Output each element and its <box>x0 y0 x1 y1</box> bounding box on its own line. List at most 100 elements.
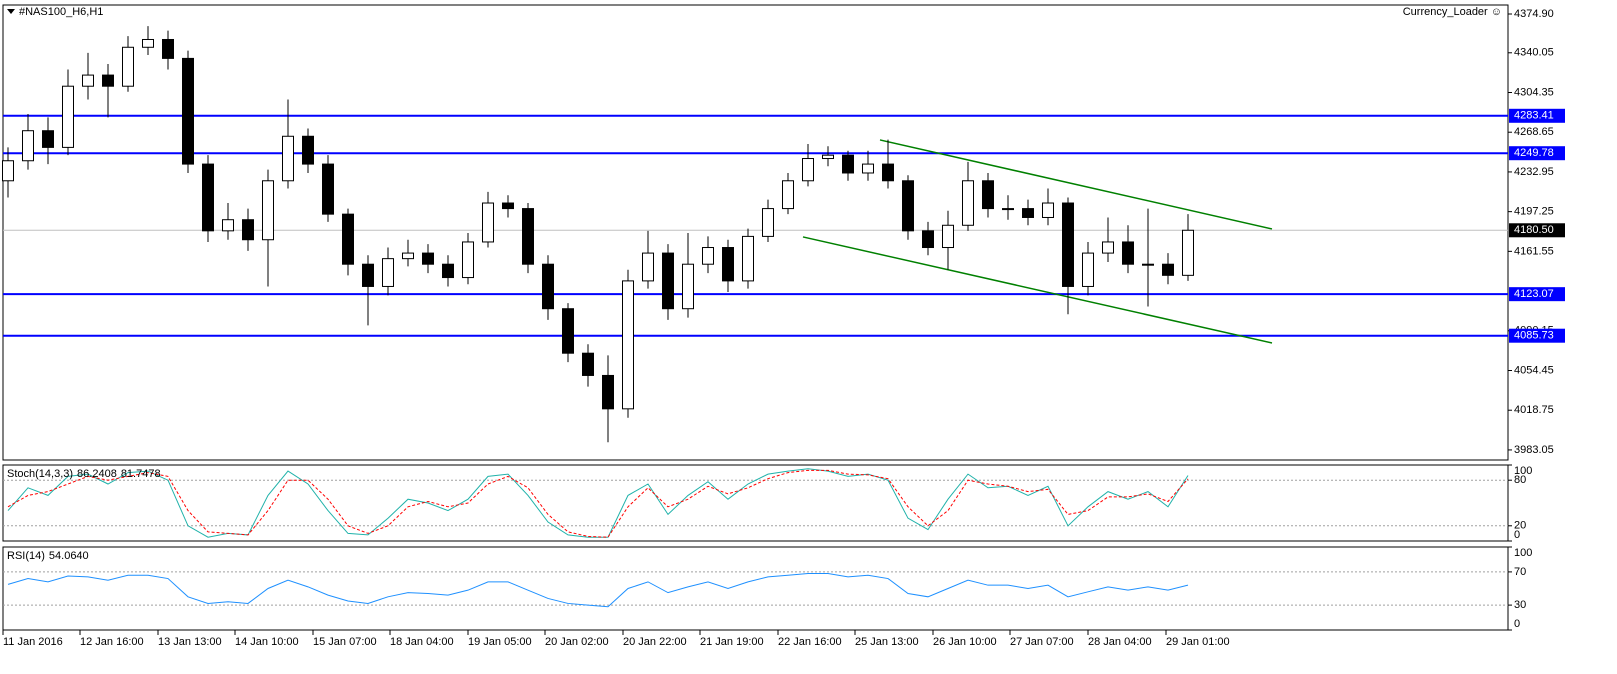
candle-body <box>1002 208 1014 211</box>
y-tick-label: 4054.45 <box>1514 364 1554 376</box>
panel-frame <box>2 464 1509 542</box>
x-tick-label: 25 Jan 13:00 <box>855 636 919 648</box>
candle-body <box>362 263 374 287</box>
candle-body <box>82 74 94 87</box>
candle-body <box>962 180 974 226</box>
candle-body <box>242 219 254 241</box>
expert-name: Currency_Loader ☺ <box>1403 6 1502 18</box>
candle-body <box>802 158 814 182</box>
candle-body <box>222 219 234 232</box>
indicator-header-part: Stoch(14,3,3) <box>7 468 73 480</box>
candle-body <box>302 135 314 165</box>
candle-body <box>922 230 934 249</box>
x-tick-label: 27 Jan 07:00 <box>1010 636 1074 648</box>
candle-body <box>282 135 294 182</box>
indicator-header: RSI(14) 54.0640 <box>7 550 89 562</box>
candle-body <box>1142 263 1154 266</box>
candle-body <box>1102 241 1114 254</box>
candle-body <box>522 208 534 265</box>
candle-body <box>262 180 274 241</box>
y-tick-label: 0 <box>1514 529 1520 541</box>
trendline <box>802 236 1273 344</box>
candle-body <box>142 38 154 48</box>
candle-body <box>402 252 414 260</box>
candle-body <box>702 247 714 265</box>
candle-body <box>322 163 334 215</box>
candle-body <box>722 247 734 282</box>
candle-body <box>442 263 454 279</box>
candle-body <box>582 352 594 376</box>
indicator-line <box>7 573 1189 608</box>
candle-body <box>342 213 354 265</box>
candle-body <box>22 130 34 162</box>
candle-body <box>102 74 114 87</box>
candle-body <box>882 163 894 182</box>
x-tick-label: 26 Jan 10:00 <box>933 636 997 648</box>
candle-body <box>462 241 474 279</box>
candle-body <box>1182 229 1194 276</box>
x-tick-label: 28 Jan 04:00 <box>1088 636 1152 648</box>
candle-body <box>2 160 14 182</box>
candle-body <box>662 252 674 310</box>
x-tick-label: 15 Jan 07:00 <box>313 636 377 648</box>
x-tick-label: 11 Jan 2016 <box>3 636 63 648</box>
candle-body <box>782 180 794 210</box>
y-tick-label: 100 <box>1514 465 1532 477</box>
indicator-header-part: RSI(14) <box>7 550 45 562</box>
level-label-box <box>1509 328 1565 343</box>
current-price-label: 4180.50 <box>1514 224 1554 236</box>
candle-body <box>1082 252 1094 287</box>
candle-body <box>982 180 994 210</box>
indicator-line <box>7 468 1189 538</box>
y-tick-label: 4232.95 <box>1514 166 1554 178</box>
candle-body <box>942 224 954 249</box>
y-tick-label: 80 <box>1514 474 1526 486</box>
x-tick-label: 29 Jan 01:00 <box>1166 636 1230 648</box>
symbol-title: #NAS100_H6,H1 <box>19 6 103 18</box>
x-tick-label: 19 Jan 05:00 <box>468 636 532 648</box>
candle-body <box>382 258 394 287</box>
y-tick-label: 4197.25 <box>1514 206 1554 218</box>
candle-body <box>542 263 554 310</box>
x-tick-label: 21 Jan 19:00 <box>700 636 764 648</box>
candle-body <box>602 374 614 410</box>
level-label-box <box>1509 287 1565 302</box>
panel-frame <box>2 546 1509 631</box>
y-tick-label: 30 <box>1514 599 1526 611</box>
trendline <box>879 139 1273 230</box>
candle-body <box>622 280 634 410</box>
y-tick-label: 4374.90 <box>1514 8 1554 20</box>
x-tick-label: 20 Jan 02:00 <box>545 636 609 648</box>
candle-body <box>422 252 434 265</box>
indicator-header: Stoch(14,3,3) 86.2408 81.7478 <box>7 468 161 480</box>
y-tick-label: 70 <box>1514 566 1526 578</box>
level-label-box <box>1509 108 1565 123</box>
level-label: 4249.78 <box>1514 147 1554 159</box>
candle-body <box>482 202 494 243</box>
y-tick-label: 3983.05 <box>1514 444 1554 456</box>
x-tick-label: 12 Jan 16:00 <box>80 636 144 648</box>
candle-body <box>122 46 134 87</box>
y-tick-label: 4304.35 <box>1514 86 1554 98</box>
candle-body <box>862 163 874 174</box>
level-label-box <box>1509 146 1565 161</box>
candle-body <box>742 235 754 282</box>
candle-body <box>1022 208 1034 218</box>
candle-body <box>1122 241 1134 265</box>
x-tick-label: 22 Jan 16:00 <box>778 636 842 648</box>
x-tick-label: 20 Jan 22:00 <box>623 636 687 648</box>
indicator-header-part: 54.0640 <box>49 550 89 562</box>
indicator-line <box>7 469 1189 538</box>
candle-body <box>502 202 514 210</box>
menu-triangle <box>7 9 15 14</box>
candle-body <box>762 208 774 237</box>
y-tick-label: 20 <box>1514 520 1526 532</box>
candle-body <box>682 263 694 310</box>
level-label: 4123.07 <box>1514 288 1554 300</box>
candle-body <box>182 57 194 165</box>
candle-body <box>1162 263 1174 276</box>
candle-body <box>62 85 74 148</box>
